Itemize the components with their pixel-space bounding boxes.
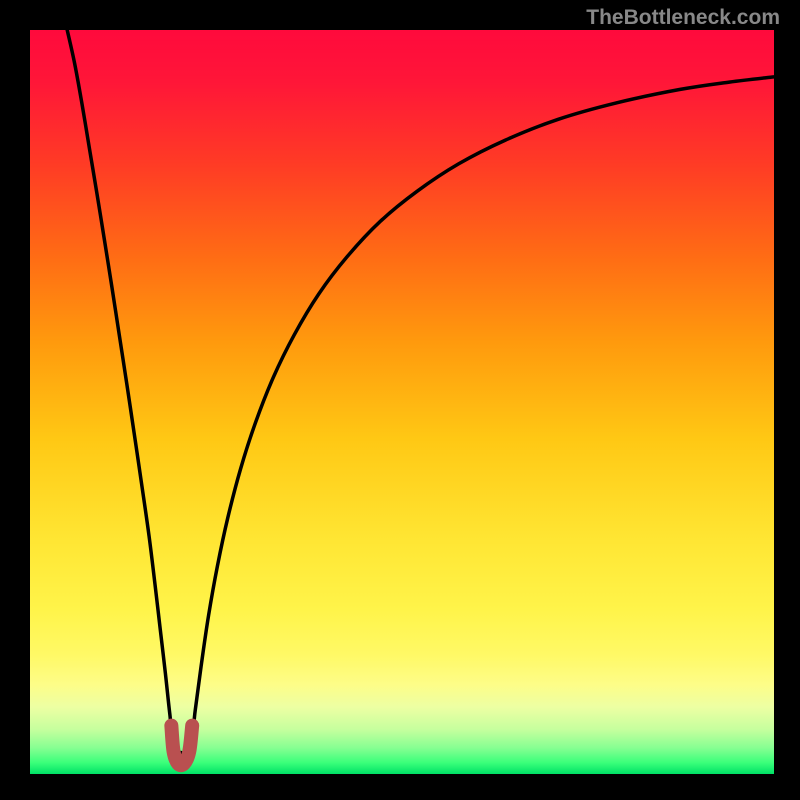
plot-area — [30, 30, 774, 774]
watermark-text: TheBottleneck.com — [586, 6, 780, 30]
plot-svg — [30, 30, 774, 774]
gradient-background — [30, 30, 774, 774]
chart-container: TheBottleneck.com — [0, 0, 800, 800]
